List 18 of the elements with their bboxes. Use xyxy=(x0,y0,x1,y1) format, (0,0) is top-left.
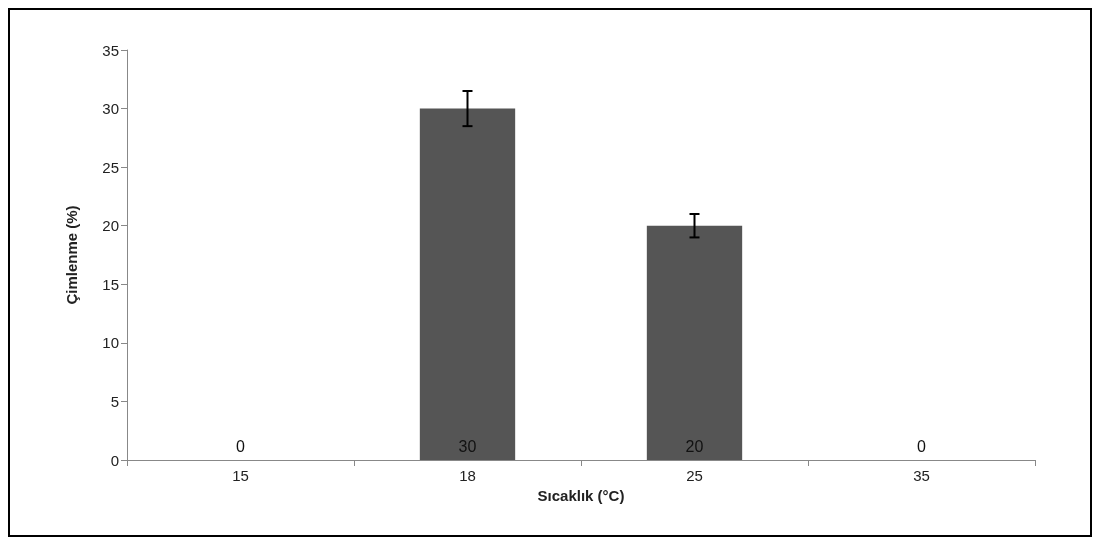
y-tick-label: 25 xyxy=(102,158,119,176)
x-tick-label: 18 xyxy=(459,467,476,484)
y-axis-title: Çimlenme (%) xyxy=(63,205,80,305)
data-label: 0 xyxy=(236,437,246,455)
y-tick-label: 0 xyxy=(110,451,119,469)
y-tick-label: 5 xyxy=(110,392,119,410)
data-label: 0 xyxy=(917,437,927,455)
data-label: 30 xyxy=(458,437,477,455)
x-tick-label: 25 xyxy=(686,467,703,484)
y-tick-label: 10 xyxy=(102,334,119,352)
x-axis-title: Sıcaklık (°C) xyxy=(537,486,625,504)
x-tick-label: 35 xyxy=(913,467,930,484)
y-tick-label: 30 xyxy=(102,100,119,118)
y-tick-label: 35 xyxy=(102,41,119,59)
data-label: 20 xyxy=(685,437,704,455)
x-tick-label: 15 xyxy=(232,467,249,484)
y-tick-label: 15 xyxy=(102,275,119,293)
y-tick-label: 20 xyxy=(102,217,119,235)
